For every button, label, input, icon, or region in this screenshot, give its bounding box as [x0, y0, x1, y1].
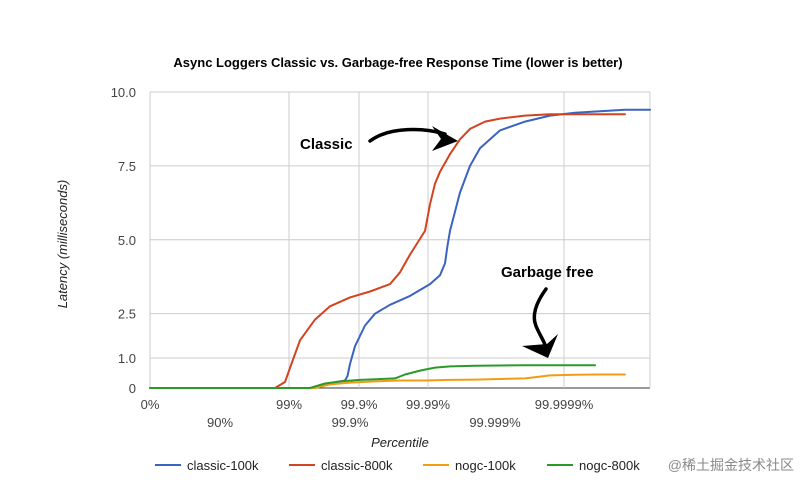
- y-tick-label: 5.0: [118, 233, 136, 248]
- x-axis-title: Percentile: [371, 435, 429, 450]
- y-tick-label: 0: [129, 381, 136, 396]
- series-line-classic-100k: [149, 108, 651, 389]
- x-axis-ticks: 0% 99% 99.9% 99.99% 99.9999% 90% 99.9% 99.999%: [141, 397, 594, 430]
- legend-label: classic-800k: [321, 458, 393, 473]
- legend: classic-100k classic-800k nogc-100k nogc-80…: [155, 458, 640, 473]
- annotation-garbage-free-label: Garbage free: [501, 264, 594, 281]
- y-tick-label: 1.0: [118, 351, 136, 366]
- y-axis-ticks: 0 1.0 2.5 5.0 7.5 10.0: [111, 85, 136, 396]
- chart-title: Async Loggers Classic vs. Garbage-free R…: [173, 55, 622, 70]
- x-tick-label: 0%: [141, 397, 160, 412]
- legend-label: nogc-100k: [455, 458, 516, 473]
- annotation-classic-arrowhead: [432, 126, 458, 151]
- x-tick-label: 99.99%: [406, 397, 451, 412]
- y-axis-title: Latency (milliseconds): [55, 180, 70, 309]
- y-tick-label: 10.0: [111, 85, 136, 100]
- x-tick-label: 99.999%: [469, 415, 521, 430]
- annotation-classic-arrow: [368, 127, 447, 143]
- x-tick-label: 99.9%: [341, 397, 378, 412]
- legend-label: classic-100k: [187, 458, 259, 473]
- legend-label: nogc-800k: [579, 458, 640, 473]
- series-line-nogc-800k: [149, 364, 596, 389]
- series-line-classic-800k: [149, 113, 626, 389]
- y-tick-label: 7.5: [118, 159, 136, 174]
- annotation-classic-label: Classic: [300, 136, 353, 153]
- x-tick-label: 90%: [207, 415, 233, 430]
- x-tick-label: 99.9%: [332, 415, 369, 430]
- grid-lines: [149, 91, 651, 389]
- x-tick-label: 99%: [276, 397, 302, 412]
- series-line-nogc-100k: [149, 373, 626, 389]
- series-lines: [149, 108, 651, 389]
- annotation-garbage-free-arrowhead: [522, 334, 558, 358]
- y-tick-label: 2.5: [118, 307, 136, 322]
- annotation-garbage-free-arrow: [532, 287, 548, 350]
- watermark: @稀土掘金技术社区: [668, 457, 794, 473]
- x-tick-label: 99.9999%: [535, 397, 594, 412]
